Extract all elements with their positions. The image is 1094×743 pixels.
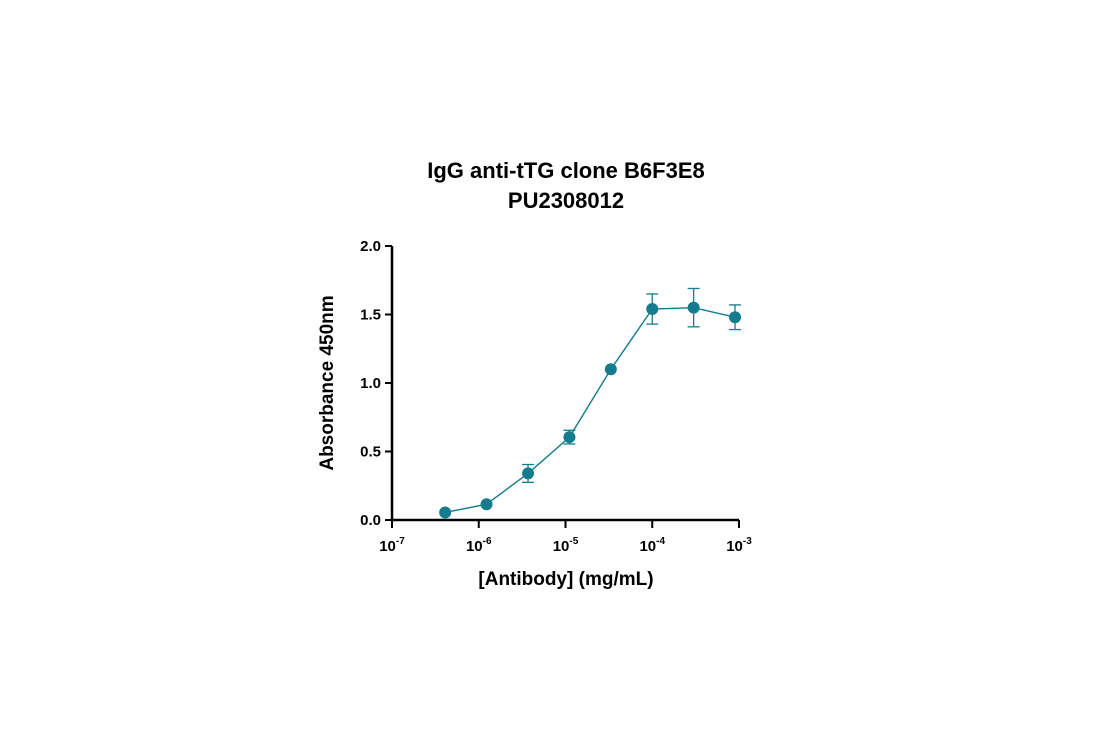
x-tick-label: 10-7 xyxy=(379,536,405,555)
x-tick-label: 10-3 xyxy=(726,536,752,555)
series-layer xyxy=(439,287,742,519)
y-tick-label: 1.0 xyxy=(360,375,381,392)
y-tick-label: 0.5 xyxy=(360,444,381,461)
x-tick-label: 10-5 xyxy=(553,536,579,555)
data-point xyxy=(604,363,617,376)
data-point xyxy=(522,467,535,480)
axes: 0.0 0.5 1.0 1.5 2.0 10-7 10-6 10-5 10-4 10-3 xyxy=(360,238,752,555)
data-point xyxy=(729,311,742,324)
data-point xyxy=(687,301,700,314)
x-axis-label: [Antibody] (mg/mL) xyxy=(478,569,653,590)
chart-title-line-1: IgG anti-tTG clone B6F3E8 xyxy=(427,158,704,183)
x-tick-label: 10-6 xyxy=(466,536,492,555)
y-tick-label: 1.5 xyxy=(360,307,381,324)
y-tick-label: 0.0 xyxy=(360,512,381,529)
data-point xyxy=(439,506,452,519)
y-tick-label: 2.0 xyxy=(360,238,381,255)
data-point xyxy=(480,498,493,511)
data-point xyxy=(646,303,659,316)
series-line xyxy=(445,306,736,514)
x-tick-label: 10-4 xyxy=(639,536,665,555)
y-axis-label: Absorbance 450nm xyxy=(317,295,338,470)
chart-title-line-2: PU2308012 xyxy=(508,188,624,213)
data-point xyxy=(563,431,576,444)
